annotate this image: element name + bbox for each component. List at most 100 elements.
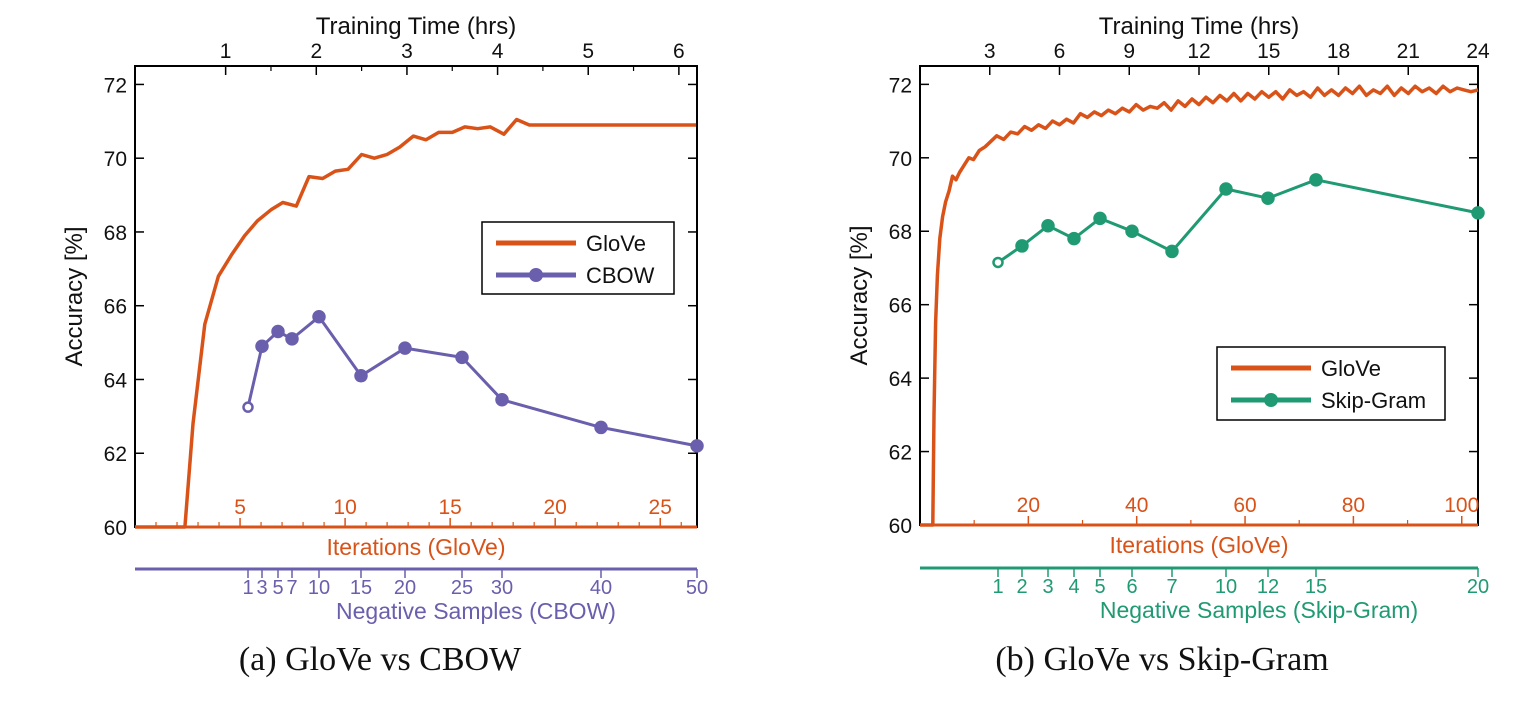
legend-label: GloVe <box>1321 356 1381 381</box>
data-point <box>1125 224 1139 238</box>
y-tick-label: 72 <box>889 74 912 97</box>
data-point <box>1067 231 1081 246</box>
negative-samples-tick-label: 3 <box>256 577 267 599</box>
iterations-tick-label: 10 <box>333 496 356 519</box>
negative-samples-tick-label: 15 <box>350 577 372 599</box>
series-line-skip-gram <box>997 178 1479 264</box>
data-point <box>271 324 285 339</box>
data-point <box>455 350 469 365</box>
top-tick-label: 5 <box>582 40 594 63</box>
y-tick-label: 70 <box>104 148 127 171</box>
y-tick-label: 62 <box>104 443 127 466</box>
negative-samples-tick-label: 25 <box>451 577 473 599</box>
top-tick-label: 21 <box>1397 40 1420 63</box>
data-point <box>1471 206 1485 220</box>
y-tick-label: 66 <box>889 295 912 318</box>
legend-label: Skip-Gram <box>1321 388 1426 413</box>
data-point <box>1219 182 1233 196</box>
negative-samples-tick-label: 30 <box>491 577 513 599</box>
y-tick-label: 60 <box>889 515 912 538</box>
iterations-tick-label: 25 <box>649 496 672 519</box>
top-axis-label: Training Time (hrs) <box>1099 13 1299 40</box>
y-tick-label: 70 <box>889 148 912 171</box>
negative-samples-tick-label: 3 <box>1042 576 1053 598</box>
negative-samples-tick-label: 5 <box>1094 576 1105 598</box>
negative-samples-tick-label: 10 <box>308 577 330 599</box>
iterations-tick-label: 100 <box>1444 494 1479 517</box>
series-line-glove <box>135 117 697 529</box>
negative-samples-tick-label: 15 <box>1305 576 1327 598</box>
iterations-tick-label: 20 <box>1017 494 1040 517</box>
top-tick-label: 12 <box>1187 40 1210 63</box>
legend-marker <box>1264 393 1278 407</box>
data-point <box>398 341 412 355</box>
negative-samples-tick-label: 1 <box>992 576 1003 598</box>
top-tick-label: 1 <box>220 40 232 63</box>
plot-frame <box>919 65 1479 526</box>
iterations-axis-label: Iterations (GloVe) <box>1110 532 1289 558</box>
series-line-glove <box>920 84 1479 527</box>
y-tick-label: 64 <box>104 369 128 392</box>
y-tick-label: 68 <box>889 221 912 244</box>
series-line-cbow <box>246 315 698 448</box>
legend-label: CBOW <box>586 263 655 288</box>
y-tick-label: 60 <box>104 517 127 540</box>
data-point <box>992 256 1004 269</box>
negative-samples-tick-label: 50 <box>686 577 708 599</box>
data-point <box>690 439 704 453</box>
data-point <box>495 393 509 407</box>
negative-samples-tick-label: 7 <box>286 577 297 599</box>
y-axis-label: Accuracy [%] <box>61 226 88 366</box>
legend-label: GloVe <box>586 231 646 256</box>
negative-samples-tick-label: 5 <box>272 577 283 599</box>
negative-samples-tick-label: 7 <box>1166 576 1177 598</box>
y-axis-label: Accuracy [%] <box>846 225 873 365</box>
data-point <box>354 369 368 383</box>
figure-caption: (b) GloVe vs Skip-Gram <box>995 641 1328 678</box>
legend: GloVe CBOW <box>481 221 675 295</box>
negative-samples-tick-label: 2 <box>1016 576 1027 598</box>
data-point <box>1093 211 1107 226</box>
data-point <box>1165 244 1179 259</box>
data-point <box>242 401 254 413</box>
iterations-tick-label: 5 <box>234 496 246 519</box>
iterations-tick-label: 20 <box>544 496 567 519</box>
iterations-tick-label: 60 <box>1233 494 1256 517</box>
negative-samples-tick-label: 20 <box>394 577 416 599</box>
y-tick-label: 68 <box>104 222 127 245</box>
data-point <box>1041 218 1055 233</box>
iterations-tick-label: 80 <box>1342 494 1365 517</box>
chart-panel-a: 60 62 64 66 68 70 72 Accuracy [%] 1 2 3 4 5 6 Training… <box>61 13 708 678</box>
top-tick-label: 2 <box>310 40 322 63</box>
data-point <box>1015 239 1029 253</box>
top-tick-label: 4 <box>492 40 504 63</box>
negative-samples-tick-label: 10 <box>1215 576 1237 598</box>
negative-samples-tick-label: 20 <box>1467 576 1489 598</box>
legend: GloVe Skip-Gram <box>1216 346 1446 421</box>
top-axis-label: Training Time (hrs) <box>316 13 516 40</box>
negative-samples-axis-label: Negative Samples (CBOW) <box>336 598 616 624</box>
y-tick-label: 64 <box>889 368 913 391</box>
top-tick-label: 9 <box>1123 40 1135 63</box>
y-tick-label: 66 <box>104 296 127 319</box>
iterations-axis-label: Iterations (GloVe) <box>327 534 506 560</box>
top-tick-label: 6 <box>673 40 685 63</box>
negative-samples-tick-label: 40 <box>590 577 612 599</box>
legend-box <box>1216 346 1446 421</box>
y-tick-label: 62 <box>889 442 912 465</box>
negative-samples-axis-label: Negative Samples (Skip-Gram) <box>1100 597 1418 623</box>
iterations-tick-label: 40 <box>1125 494 1148 517</box>
top-tick-label: 3 <box>401 40 413 63</box>
data-point <box>1261 191 1275 205</box>
negative-samples-tick-label: 12 <box>1257 576 1279 598</box>
data-point <box>1309 173 1323 187</box>
data-point <box>285 332 299 346</box>
legend-box <box>481 221 675 295</box>
data-point <box>594 420 608 435</box>
data-point <box>255 339 269 354</box>
top-tick-label: 3 <box>984 40 996 63</box>
negative-samples-tick-label: 4 <box>1068 576 1079 598</box>
negative-samples-tick-label: 1 <box>242 577 253 599</box>
